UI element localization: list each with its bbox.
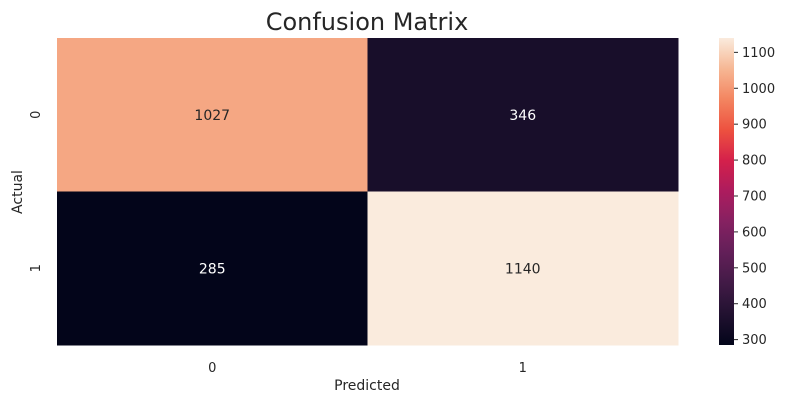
y-tick-label: 1 xyxy=(29,264,44,272)
colorbar-tick-label: 300 xyxy=(742,333,767,348)
colorbar-tick-label: 500 xyxy=(742,261,767,276)
colorbar-tick-label: 600 xyxy=(742,225,767,240)
x-tick-label: 1 xyxy=(519,361,527,376)
chart-title: Confusion Matrix xyxy=(266,8,469,36)
y-axis-ticks: 01 xyxy=(29,111,44,273)
colorbar-tick-label: 900 xyxy=(742,118,767,133)
colorbar-tick-label: 800 xyxy=(742,154,767,169)
cell-value-label: 1027 xyxy=(194,108,230,124)
x-axis-label: Predicted xyxy=(334,378,400,394)
colorbar xyxy=(719,38,734,345)
cell-value-label: 285 xyxy=(199,261,226,277)
heatmap-cell-labels: 1027 346 285 1140 xyxy=(194,108,540,278)
heatmap-cell xyxy=(367,38,679,192)
y-axis-label: Actual xyxy=(10,170,26,214)
x-tick-label: 0 xyxy=(208,361,216,376)
heatmap-cell xyxy=(57,191,368,346)
heatmap-cells xyxy=(57,38,679,346)
heatmap-cell xyxy=(367,191,679,346)
colorbar-tick-label: 700 xyxy=(742,189,767,204)
colorbar-tick-label: 1100 xyxy=(742,46,775,61)
colorbar-tick-label: 1000 xyxy=(742,82,775,97)
cell-value-label: 1140 xyxy=(505,261,541,277)
y-tick-label: 0 xyxy=(29,111,44,119)
cell-value-label: 346 xyxy=(509,108,536,124)
colorbar-tick-label: 400 xyxy=(742,297,767,312)
colorbar-ticks: 300 400 500 600 700 800 900 1000 1100 xyxy=(734,46,775,348)
heatmap-cell xyxy=(57,38,368,192)
